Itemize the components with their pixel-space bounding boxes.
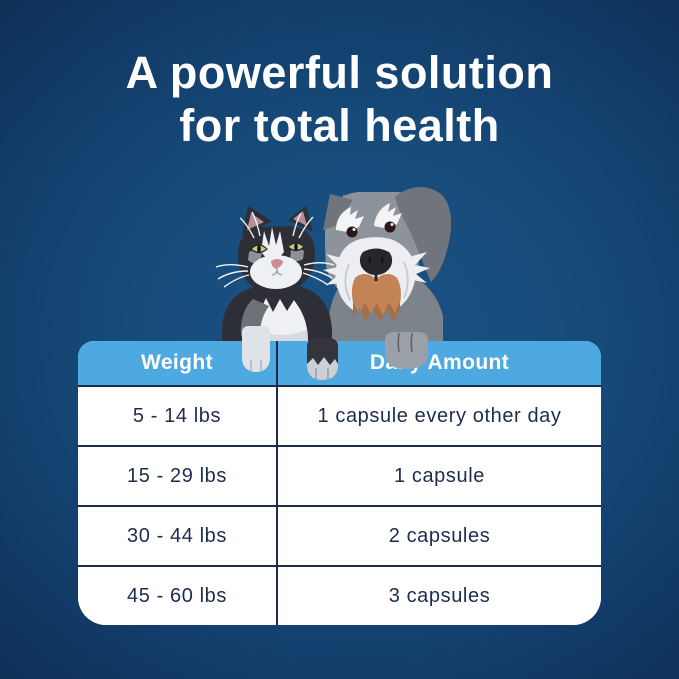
table-row: 30 - 44 lbs 2 capsules: [78, 505, 601, 565]
dog-right-eye: [384, 221, 396, 233]
dog-left-eyebrow: [336, 207, 364, 232]
dog-illustration: [323, 187, 452, 341]
dosage-table: Weight Daily Amount 5 - 14 lbs 1 capsule…: [78, 341, 601, 625]
page-title: A powerful solution for total health: [0, 46, 679, 152]
headline-line2: for total health: [179, 100, 500, 151]
table-row: 45 - 60 lbs 3 capsules: [78, 565, 601, 625]
cat-nose: [271, 259, 283, 269]
daily-amount-cell: 2 capsules: [388, 524, 491, 547]
dog-left-ear: [323, 194, 353, 230]
daily-amount-cell: 1 capsule every other day: [317, 404, 562, 427]
dog-right-eyebrow: [374, 203, 402, 228]
weight-cell: 30 - 44 lbs: [78, 507, 278, 565]
cat-and-dog-illustration: [215, 187, 452, 380]
weight-cell: 45 - 60 lbs: [78, 567, 278, 625]
weight-cell: 15 - 29 lbs: [78, 447, 278, 505]
cat-illustration: [215, 206, 335, 341]
column-header-weight: Weight: [78, 341, 278, 385]
daily-amount-cell: 3 capsules: [388, 584, 491, 607]
dog-left-eye: [346, 226, 358, 238]
weight-cell: 5 - 14 lbs: [78, 387, 278, 445]
dog-nose: [359, 248, 393, 275]
cat-left-paw: [242, 326, 270, 372]
cat-blaze: [261, 227, 284, 260]
table-row: 15 - 29 lbs 1 capsule: [78, 445, 601, 505]
headline-line1: A powerful solution: [125, 47, 554, 98]
dog-right-ear: [395, 187, 452, 282]
dog-paw: [385, 332, 428, 369]
daily-amount-cell: 1 capsule: [393, 464, 485, 487]
cat-whiskers: [215, 211, 335, 288]
table-row: 5 - 14 lbs 1 capsule every other day: [78, 385, 601, 445]
paws: [240, 299, 428, 380]
